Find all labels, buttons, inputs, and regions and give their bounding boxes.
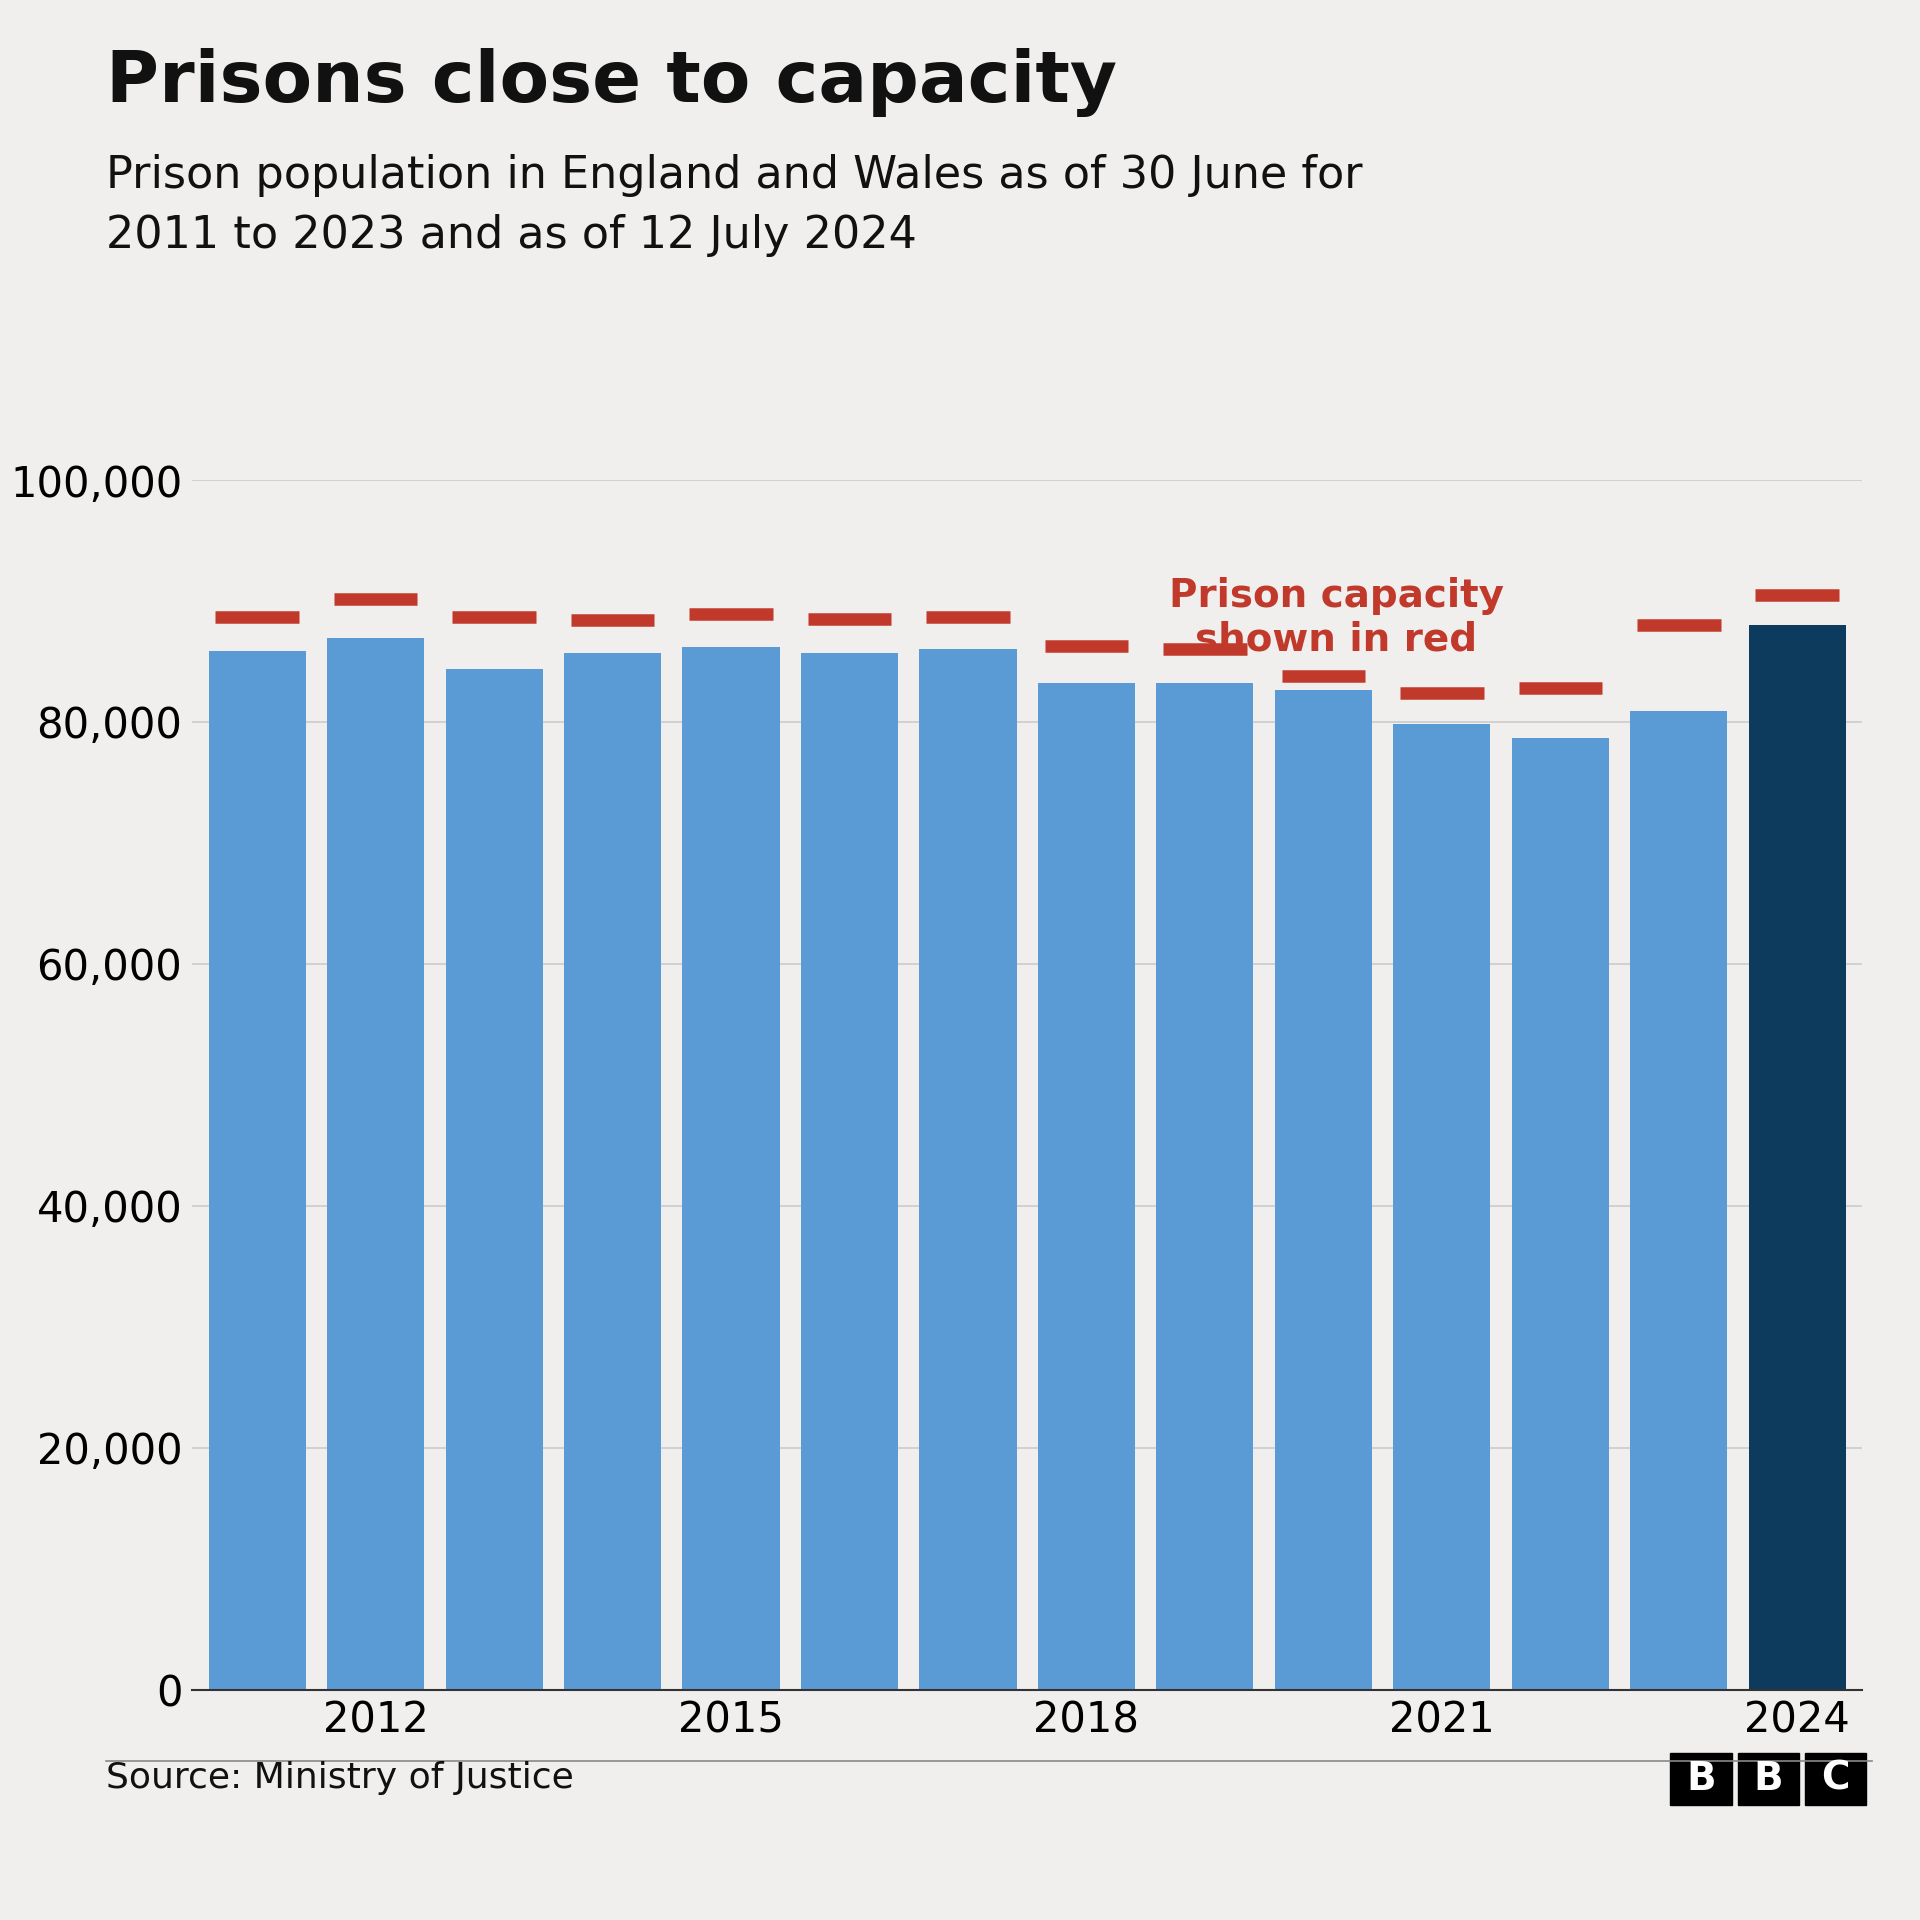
Bar (1749, 626, 1845, 1690)
Bar (1275, 691, 1373, 1690)
Bar (682, 647, 780, 1690)
Text: Prison capacity
shown in red: Prison capacity shown in red (1169, 576, 1503, 659)
Text: Prison population in England and Wales as of 30 June for
2011 to 2023 and as of : Prison population in England and Wales a… (106, 154, 1361, 257)
Bar (445, 668, 543, 1690)
Bar (920, 649, 1016, 1690)
Bar (1511, 737, 1609, 1690)
Bar (326, 639, 424, 1690)
Text: B: B (1753, 1761, 1784, 1797)
Text: C: C (1822, 1761, 1849, 1797)
Bar (564, 653, 660, 1690)
Bar (209, 651, 305, 1690)
Text: Source: Ministry of Justice: Source: Ministry of Justice (106, 1761, 574, 1795)
Bar (1156, 684, 1254, 1690)
Bar (801, 653, 899, 1690)
Text: Prisons close to capacity: Prisons close to capacity (106, 48, 1117, 117)
Bar (1394, 724, 1490, 1690)
Bar (1039, 684, 1135, 1690)
Bar (1630, 710, 1728, 1690)
Text: B: B (1686, 1761, 1716, 1797)
